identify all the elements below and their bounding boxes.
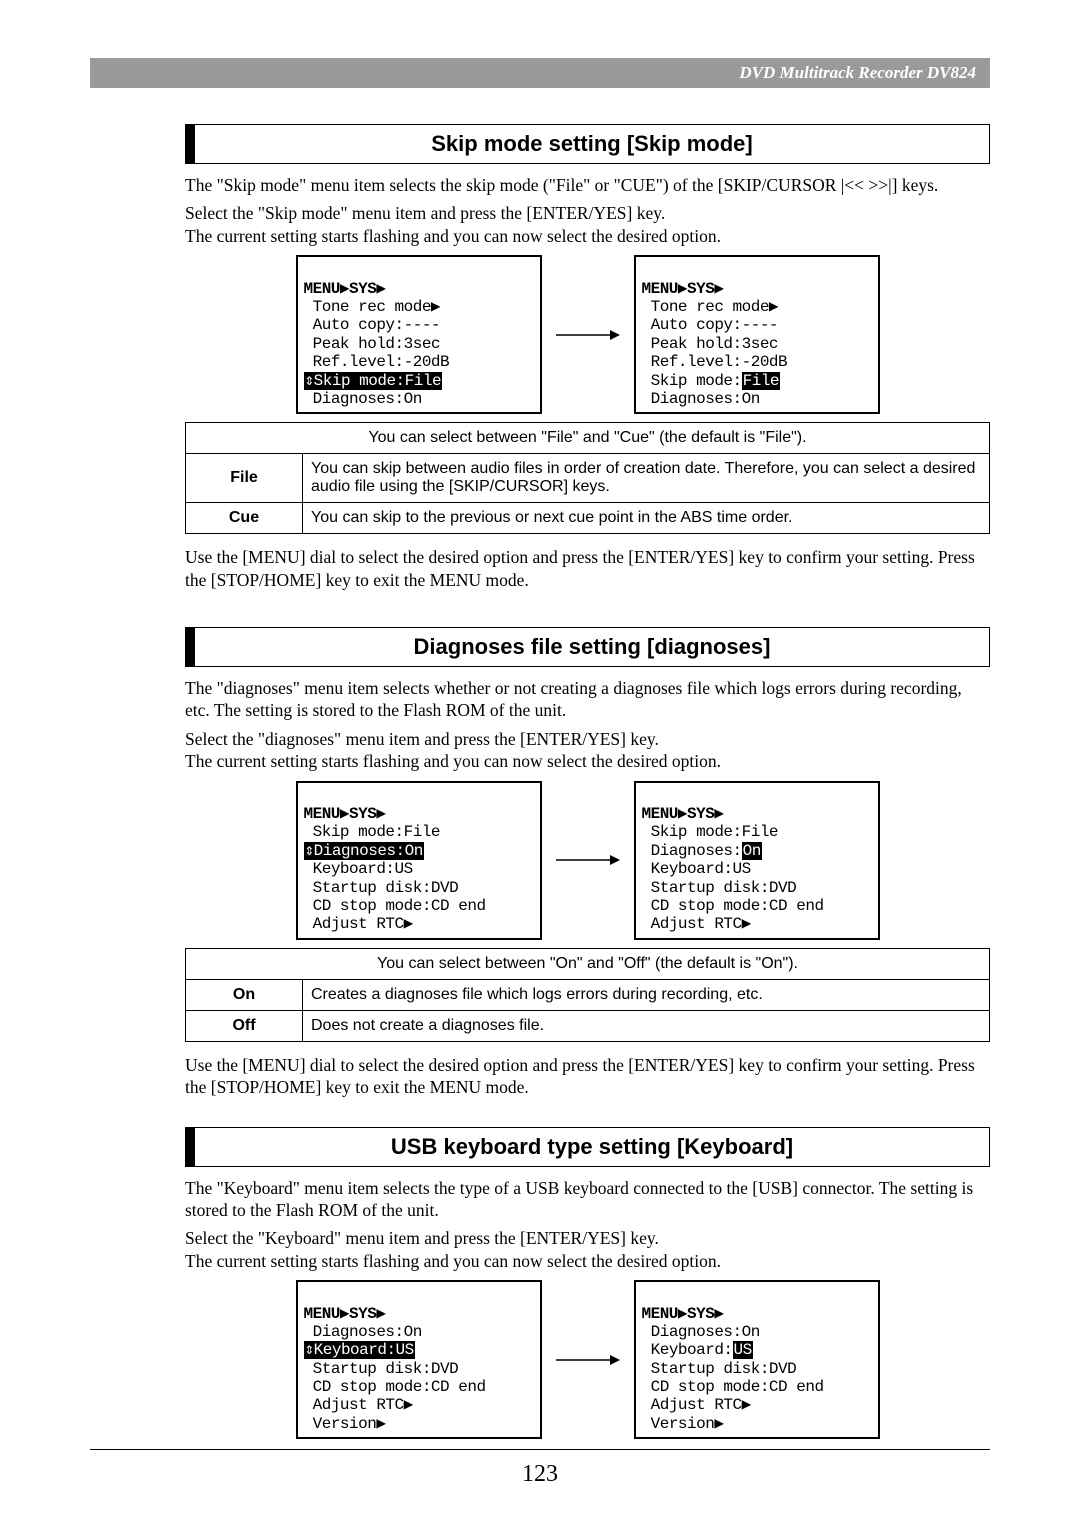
- section1-p1: The "Skip mode" menu item selects the sk…: [185, 174, 990, 196]
- table-caption: You can select between "File" and "Cue" …: [186, 423, 990, 454]
- lcd-header: MENU▶SYS▶: [304, 805, 386, 823]
- lcd-line: Skip mode:File: [313, 823, 440, 841]
- section3-lcd-right: MENU▶SYS▶ Diagnoses:On Keyboard:US Start…: [634, 1280, 880, 1439]
- footer-rule: [90, 1449, 990, 1450]
- arrow-icon: [556, 851, 620, 869]
- lcd-line: Adjust RTC▶: [651, 1396, 751, 1414]
- table-caption: You can select between "On" and "Off" (t…: [186, 948, 990, 979]
- lcd-line: Keyboard:US: [313, 860, 413, 878]
- section1-p2: Select the "Skip mode" menu item and pre…: [185, 202, 990, 224]
- option-label: Off: [186, 1010, 303, 1041]
- lcd-line: CD stop mode:CD end: [313, 897, 486, 915]
- table-row: Off Does not create a diagnoses file.: [186, 1010, 990, 1041]
- lcd-header: MENU▶SYS▶: [304, 280, 386, 298]
- arrow-icon: [556, 326, 620, 344]
- lcd-line: Auto copy:----: [651, 316, 778, 334]
- lcd-line: Ref.level:-20dB: [651, 353, 788, 371]
- page-number: 123: [0, 1461, 1080, 1488]
- option-desc: You can skip to the previous or next cue…: [303, 503, 990, 534]
- table-row: On Creates a diagnoses file which logs e…: [186, 979, 990, 1010]
- lcd-selected-value: File: [742, 372, 780, 390]
- section3-p2: Select the "Keyboard" menu item and pres…: [185, 1227, 990, 1249]
- lcd-header: MENU▶SYS▶: [642, 1305, 724, 1323]
- lcd-line: Skip mode:File: [651, 823, 778, 841]
- header-bar: DVD Multitrack Recorder DV824: [90, 58, 990, 88]
- option-label: File: [186, 454, 303, 503]
- lcd-line-prefix: Diagnoses:: [651, 842, 742, 860]
- lcd-line: Startup disk:DVD: [651, 879, 797, 897]
- lcd-selected-value: On: [742, 842, 762, 860]
- lcd-header: MENU▶SYS▶: [642, 805, 724, 823]
- content-area: Skip mode setting [Skip mode] The "Skip …: [185, 124, 990, 1439]
- lcd-line: Diagnoses:On: [313, 390, 422, 408]
- lcd-line: Diagnoses:On: [313, 1323, 422, 1341]
- section2-lcd-right: MENU▶SYS▶ Skip mode:File Diagnoses:On Ke…: [634, 781, 880, 940]
- section1-footer: Use the [MENU] dial to select the desire…: [185, 546, 990, 591]
- section2-p1: The "diagnoses" menu item selects whethe…: [185, 677, 990, 722]
- option-label: Cue: [186, 503, 303, 534]
- table-row: Cue You can skip to the previous or next…: [186, 503, 990, 534]
- option-desc: You can skip between audio files in orde…: [303, 454, 990, 503]
- table-row: File You can skip between audio files in…: [186, 454, 990, 503]
- section1-screenshots: MENU▶SYS▶ Tone rec mode▶ Auto copy:---- …: [185, 255, 990, 414]
- lcd-line: Startup disk:DVD: [313, 879, 459, 897]
- section2-p3: The current setting starts flashing and …: [185, 750, 990, 772]
- option-desc: Creates a diagnoses file which logs erro…: [303, 979, 990, 1010]
- option-desc: Does not create a diagnoses file.: [303, 1010, 990, 1041]
- section1-lcd-left: MENU▶SYS▶ Tone rec mode▶ Auto copy:---- …: [296, 255, 542, 414]
- section3-p1: The "Keyboard" menu item selects the typ…: [185, 1177, 990, 1222]
- lcd-selected-line: ⇕Diagnoses:On: [304, 842, 424, 860]
- lcd-selected-line: ⇕Keyboard:US: [304, 1341, 415, 1359]
- section1-lcd-right: MENU▶SYS▶ Tone rec mode▶ Auto copy:---- …: [634, 255, 880, 414]
- header-title: DVD Multitrack Recorder DV824: [739, 63, 976, 83]
- lcd-line: CD stop mode:CD end: [651, 1378, 824, 1396]
- lcd-selected-line: ⇕Skip mode:File: [304, 372, 443, 390]
- lcd-line: Peak hold:3sec: [313, 335, 440, 353]
- section3-lcd-left: MENU▶SYS▶ Diagnoses:On ⇕Keyboard:US Star…: [296, 1280, 542, 1439]
- lcd-header: MENU▶SYS▶: [304, 1305, 386, 1323]
- lcd-line: Startup disk:DVD: [313, 1360, 459, 1378]
- lcd-line: Tone rec mode▶: [313, 298, 440, 316]
- section2-options-table: You can select between "On" and "Off" (t…: [185, 948, 990, 1042]
- lcd-line: Version▶: [313, 1415, 386, 1433]
- lcd-line: Adjust RTC▶: [313, 915, 413, 933]
- section1-options-table: You can select between "File" and "Cue" …: [185, 422, 990, 534]
- lcd-line: Adjust RTC▶: [313, 1396, 413, 1414]
- lcd-line: Ref.level:-20dB: [313, 353, 450, 371]
- section2-p2: Select the "diagnoses" menu item and pre…: [185, 728, 990, 750]
- lcd-line: Version▶: [651, 1415, 724, 1433]
- section2-title: Diagnoses file setting [diagnoses]: [185, 627, 990, 667]
- lcd-selected-value: US: [733, 1341, 753, 1359]
- section1-p3: The current setting starts flashing and …: [185, 225, 990, 247]
- section3-title: USB keyboard type setting [Keyboard]: [185, 1127, 990, 1167]
- lcd-line: Diagnoses:On: [651, 390, 760, 408]
- lcd-line: Diagnoses:On: [651, 1323, 760, 1341]
- section2-footer: Use the [MENU] dial to select the desire…: [185, 1054, 990, 1099]
- section1-title: Skip mode setting [Skip mode]: [185, 124, 990, 164]
- page: DVD Multitrack Recorder DV824 Skip mode …: [0, 0, 1080, 1528]
- lcd-line: Tone rec mode▶: [651, 298, 778, 316]
- lcd-line-prefix: Skip mode:: [651, 372, 742, 390]
- lcd-line: Peak hold:3sec: [651, 335, 778, 353]
- lcd-line: Adjust RTC▶: [651, 915, 751, 933]
- lcd-line: Auto copy:----: [313, 316, 440, 334]
- lcd-header: MENU▶SYS▶: [642, 280, 724, 298]
- lcd-line-prefix: Keyboard:: [651, 1341, 733, 1359]
- section2-lcd-left: MENU▶SYS▶ Skip mode:File ⇕Diagnoses:On K…: [296, 781, 542, 940]
- section2-screenshots: MENU▶SYS▶ Skip mode:File ⇕Diagnoses:On K…: [185, 781, 990, 940]
- section3-p3: The current setting starts flashing and …: [185, 1250, 990, 1272]
- option-label: On: [186, 979, 303, 1010]
- lcd-line: CD stop mode:CD end: [313, 1378, 486, 1396]
- lcd-line: Startup disk:DVD: [651, 1360, 797, 1378]
- arrow-icon: [556, 1351, 620, 1369]
- section3-screenshots: MENU▶SYS▶ Diagnoses:On ⇕Keyboard:US Star…: [185, 1280, 990, 1439]
- lcd-line: Keyboard:US: [651, 860, 751, 878]
- lcd-line: CD stop mode:CD end: [651, 897, 824, 915]
